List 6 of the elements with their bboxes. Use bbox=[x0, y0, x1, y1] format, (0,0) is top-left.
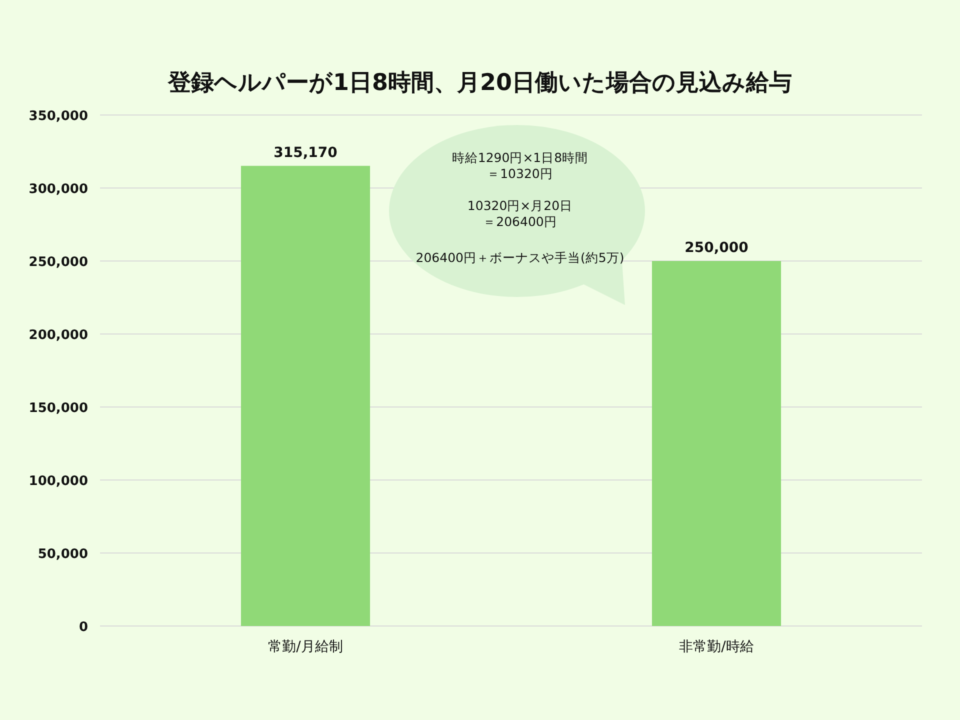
annotation: 時給1290円×1日8時間 bbox=[452, 150, 588, 165]
annotation: 206400円＋ボーナスや手当(約5万) bbox=[416, 250, 624, 265]
annotation: 10320円×月20日 bbox=[467, 198, 573, 213]
annotation: ＝10320円 bbox=[487, 166, 553, 181]
title: 登録ヘルパーが1日8時間、月20日働いた場合の見込み給与 bbox=[168, 70, 792, 96]
annotation: ＝206400円 bbox=[483, 214, 557, 229]
